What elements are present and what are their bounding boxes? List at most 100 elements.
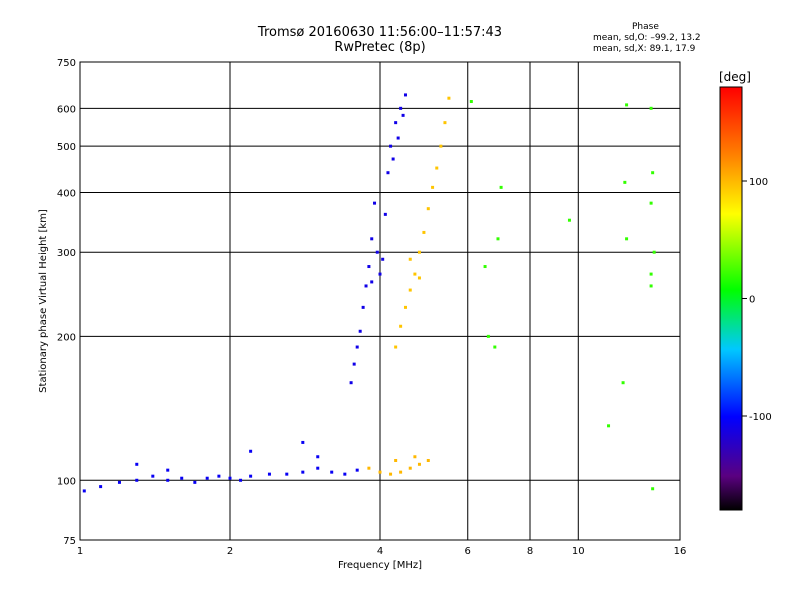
data-point xyxy=(367,265,371,269)
x-tick-label: 6 xyxy=(465,546,471,557)
data-point xyxy=(373,201,377,205)
x-tick-label: 2 xyxy=(227,546,233,557)
data-point xyxy=(239,478,243,482)
data-point xyxy=(623,180,627,184)
data-point xyxy=(301,470,305,474)
data-point xyxy=(394,458,398,462)
data-point xyxy=(399,324,403,328)
data-point xyxy=(330,470,334,474)
data-point xyxy=(355,345,359,349)
x-tick-label: 1 xyxy=(77,546,83,557)
data-point xyxy=(370,237,374,241)
data-point xyxy=(399,106,403,110)
y-tick-label: 75 xyxy=(63,536,76,547)
data-point xyxy=(401,113,405,117)
data-point xyxy=(439,144,443,148)
phase-legend-x: mean, sd,X: 89.1, 17.9 xyxy=(593,44,696,54)
data-point xyxy=(422,230,426,234)
data-point xyxy=(408,466,412,470)
plot-frame xyxy=(79,61,681,541)
data-point xyxy=(249,449,253,453)
data-point xyxy=(651,487,655,491)
data-point xyxy=(649,284,653,288)
data-point xyxy=(447,96,451,100)
y-tick-label: 750 xyxy=(57,58,76,69)
data-point xyxy=(358,329,362,333)
data-point xyxy=(99,485,103,489)
phase-legend-title: Phase xyxy=(632,22,659,32)
data-point xyxy=(249,474,253,478)
data-point xyxy=(493,345,497,349)
phase-legend-o: mean, sd,O: –99.2, 13.2 xyxy=(593,33,701,43)
data-point xyxy=(117,480,121,484)
data-point xyxy=(431,185,435,189)
data-point xyxy=(375,250,379,254)
data-point xyxy=(361,305,365,309)
data-point xyxy=(135,462,139,466)
data-point xyxy=(496,237,500,241)
data-point xyxy=(135,478,139,482)
data-point xyxy=(426,207,430,211)
data-point xyxy=(301,440,305,444)
data-point xyxy=(349,381,353,385)
data-point xyxy=(651,171,655,175)
data-point xyxy=(408,288,412,292)
data-point xyxy=(367,466,371,470)
x-tick-label: 16 xyxy=(674,546,687,557)
y-axis-label: Stationary phase Virtual Height [km] xyxy=(38,209,49,393)
x-tick-label: 4 xyxy=(377,546,383,557)
data-point xyxy=(649,106,653,110)
y-tick-label: 600 xyxy=(57,104,76,115)
data-point xyxy=(355,468,359,472)
y-tick-label: 400 xyxy=(57,188,76,199)
data-point xyxy=(217,474,221,478)
colorbar-tick-label: -100 xyxy=(749,412,772,423)
data-point xyxy=(316,466,320,470)
data-point xyxy=(394,345,398,349)
data-point xyxy=(607,424,611,428)
data-point xyxy=(413,455,417,459)
data-point xyxy=(267,472,271,476)
data-point xyxy=(389,144,393,148)
data-point xyxy=(649,201,653,205)
data-point xyxy=(82,489,86,493)
data-point xyxy=(389,472,393,476)
data-point xyxy=(499,185,503,189)
data-point xyxy=(386,171,390,175)
data-point xyxy=(652,250,656,254)
data-point xyxy=(417,250,421,254)
chart-title-line1: Tromsø 20160630 11:56:00–11:57:43 xyxy=(257,25,503,40)
data-point xyxy=(417,276,421,280)
colorbar-tick-label: 0 xyxy=(749,295,755,306)
y-tick-label: 500 xyxy=(57,142,76,153)
data-point xyxy=(352,362,356,366)
data-point xyxy=(193,480,197,484)
data-point xyxy=(408,257,412,261)
data-point xyxy=(621,381,625,385)
data-point xyxy=(228,476,232,480)
data-point xyxy=(413,272,417,276)
data-point xyxy=(205,476,209,480)
data-point xyxy=(364,284,368,288)
data-point xyxy=(403,93,407,97)
data-point xyxy=(483,265,487,269)
data-point xyxy=(417,462,421,466)
x-axis-label: Frequency [MHz] xyxy=(338,560,422,571)
data-point xyxy=(378,470,382,474)
data-point xyxy=(435,166,439,170)
colorbar xyxy=(719,86,743,511)
data-point xyxy=(625,103,629,107)
data-point xyxy=(383,212,387,216)
data-point xyxy=(469,100,473,104)
data-point xyxy=(166,478,170,482)
y-tick-label: 100 xyxy=(57,476,76,487)
data-point xyxy=(381,257,385,261)
data-point xyxy=(426,458,430,462)
data-point xyxy=(391,157,395,161)
data-point xyxy=(399,470,403,474)
x-tick-label: 8 xyxy=(527,546,533,557)
data-point xyxy=(151,474,155,478)
data-point xyxy=(180,476,184,480)
colorbar-tick-label: 100 xyxy=(749,177,768,188)
